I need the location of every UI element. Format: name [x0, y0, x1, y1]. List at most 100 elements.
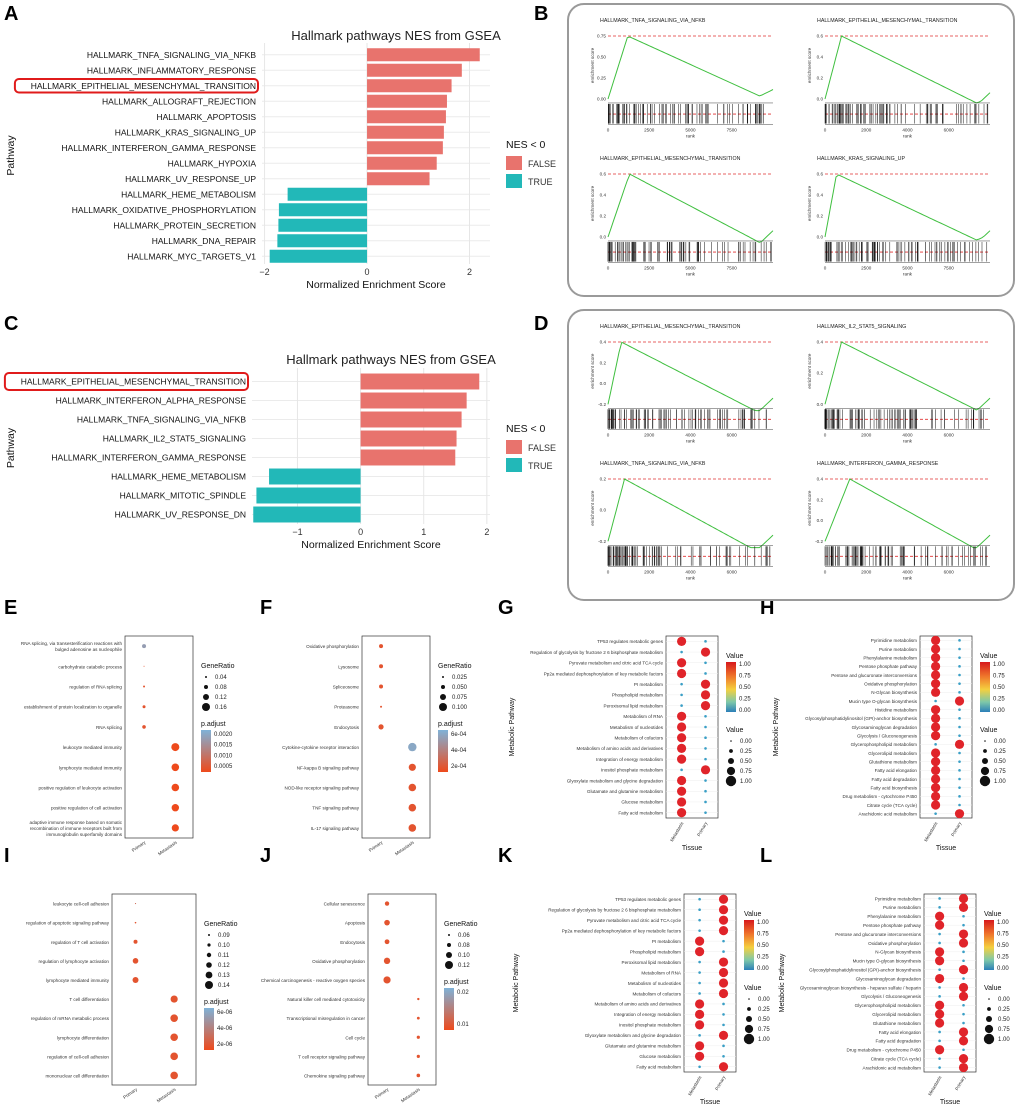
dot-primary	[958, 893, 969, 904]
dot-metastasis	[938, 968, 941, 971]
x-category-label: Primary	[714, 1074, 727, 1091]
dot	[171, 783, 180, 792]
term-label: Chemical carcinogenesis - reactive oxyge…	[261, 978, 366, 983]
x-tick: 4000	[902, 128, 913, 133]
plot-title: HALLMARK_KRAS_SIGNALING_UP	[817, 156, 905, 162]
dot	[383, 957, 391, 965]
pathway-label: Phenylalanine metabolism	[863, 655, 917, 660]
color-legend-title: p.adjust	[438, 721, 463, 728]
category-label: HALLMARK_INFLAMMATORY_RESPONSE	[87, 65, 256, 75]
dot	[416, 1054, 420, 1058]
size-legend-dot	[206, 952, 212, 958]
pathway-label: Glutamate and glutamine metabolism	[587, 789, 663, 794]
panel-letter-C: C	[4, 313, 18, 335]
pathway-label: Glycosylphosphatidylinositol (GPI)-ancho…	[809, 967, 922, 972]
y-tick: 0.4	[817, 192, 824, 197]
size-legend-label: 0.075	[452, 695, 468, 701]
size-legend-label: 0.13	[218, 973, 230, 979]
dot-metastasis	[677, 658, 687, 668]
dot-primary	[962, 1021, 965, 1025]
dot	[380, 705, 383, 708]
dot-metastasis	[931, 748, 941, 758]
dot-metastasis	[934, 699, 937, 703]
x-axis-title: rank	[903, 576, 913, 581]
dot-primary	[704, 714, 707, 718]
pathway-label: Phenylalanine metabolism	[867, 914, 921, 919]
dot-primary	[958, 751, 961, 755]
bar	[277, 234, 368, 248]
term-label: Cell cycle	[345, 1035, 365, 1040]
pathway-label: Glyoxylate metabolism and glycine degrad…	[567, 778, 664, 783]
y-tick: -0.2	[598, 402, 606, 407]
x-tick: 2000	[644, 433, 655, 438]
dot	[416, 1016, 420, 1020]
dot	[170, 1033, 178, 1042]
gsea-plot: HALLMARK_IL2_STAT5_SIGNALING 0.4 0.2 0.0 enr…	[807, 324, 991, 444]
dot-metastasis	[935, 1018, 945, 1028]
term-label: carbohydrate catabolic process	[58, 664, 122, 669]
color-legend-label: 0.25	[993, 697, 1005, 703]
size-legend-dot	[440, 694, 446, 700]
dot-primary	[958, 777, 961, 781]
dot-metastasis	[935, 947, 945, 957]
dot-primary	[962, 914, 965, 918]
term-label: Proteasome	[334, 705, 359, 710]
dot	[170, 1052, 178, 1061]
dot-metastasis	[677, 668, 687, 679]
dot	[171, 743, 180, 752]
color-legend-label: 0.50	[739, 685, 751, 691]
size-legend-dot	[205, 676, 207, 678]
dot-metastasis	[938, 995, 941, 998]
size-legend-title: Value	[984, 985, 1001, 992]
bar	[278, 218, 368, 232]
dot	[142, 644, 147, 649]
y-tick: 0.4	[817, 477, 824, 482]
metabolic-plot-G: TP53 regulates metabolic genes Regulation…	[509, 635, 752, 852]
dot	[384, 919, 390, 926]
y-tick: 0.2	[817, 371, 824, 376]
dot-metastasis	[938, 1030, 941, 1034]
dot-primary	[722, 1054, 725, 1058]
y-tick: 0.0	[600, 381, 607, 386]
pathway-label: Metabolism of cofactors	[614, 736, 663, 741]
chart-title: Hallmark pathways NES from GSEA	[291, 28, 501, 43]
size-legend-dot	[205, 981, 213, 989]
category-label: HALLMARK_EPITHELIAL_MESENCHYMAL_TRANSITI…	[21, 377, 246, 387]
y-axis-title: Metabolic Pathway	[779, 953, 786, 1012]
dot-metastasis	[938, 1066, 941, 1069]
dot-plot-E: RNA splicing, via transesterification re…	[21, 635, 235, 856]
dot-primary	[954, 809, 965, 819]
dot-primary	[722, 950, 725, 953]
x-axis-title: rank	[903, 439, 913, 444]
y-tick: 0.0	[600, 508, 607, 513]
panel-letter-E: E	[4, 597, 17, 619]
size-legend-dot	[448, 934, 450, 936]
pathway-label: Drug metabolism - cytochrome P450	[842, 794, 917, 799]
size-legend-dot	[442, 676, 444, 678]
dot-metastasis	[677, 636, 687, 646]
pathway-label: Fatty acid degradation	[872, 777, 918, 782]
term-label: Chemokine signaling pathway	[304, 1073, 366, 1078]
dot-metastasis	[695, 1051, 705, 1061]
size-legend-label: 0.50	[740, 759, 752, 765]
metabolic-plot-K: TP53 regulates metabolic genes Regulation…	[513, 893, 770, 1106]
size-legend-label: 1.00	[758, 1037, 770, 1043]
x-tick: 2500	[644, 266, 655, 271]
dot-metastasis	[695, 1009, 705, 1020]
dot-metastasis	[680, 768, 683, 772]
size-legend-dot	[207, 943, 211, 947]
enrichment-curve	[607, 173, 774, 243]
term-label: Cellular senescence	[324, 902, 366, 907]
x-tick: 0	[607, 128, 610, 133]
dot-metastasis	[677, 711, 687, 721]
size-legend-label: 0.08	[458, 943, 470, 949]
x-axis-title: Tissue	[682, 845, 702, 852]
size-legend-dot	[983, 749, 987, 753]
y-tick: 0.0	[817, 234, 824, 239]
category-label: HALLMARK_DNA_REPAIR	[152, 236, 256, 246]
dot	[171, 763, 180, 772]
x-category-label: Metastasis	[156, 1086, 177, 1103]
x-tick: 6000	[944, 433, 955, 438]
bar	[367, 125, 444, 139]
